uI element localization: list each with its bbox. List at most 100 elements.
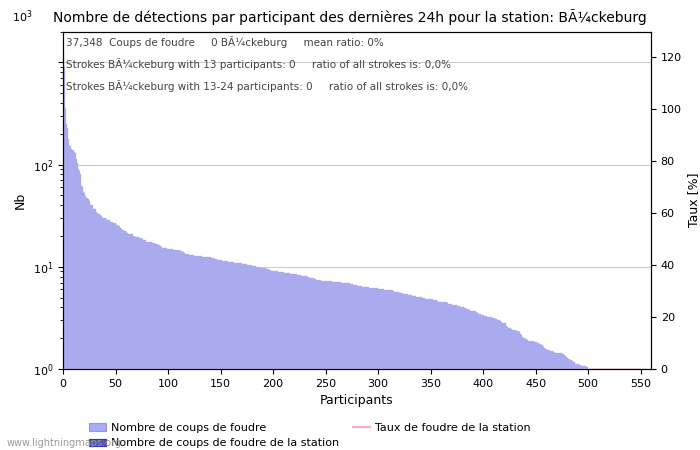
Bar: [438, 302, 439, 450]
Bar: [393, 292, 395, 450]
Bar: [615, 369, 617, 450]
Bar: [292, 274, 293, 450]
Bar: [455, 306, 456, 450]
Bar: [270, 270, 271, 450]
Bar: [217, 260, 218, 450]
Bar: [64, 67, 65, 450]
Bar: [564, 356, 565, 450]
Bar: [640, 369, 642, 450]
Bar: [137, 238, 139, 450]
Bar: [424, 298, 426, 450]
Bar: [586, 367, 587, 450]
Bar: [462, 307, 463, 450]
Bar: [168, 249, 169, 450]
Bar: [293, 274, 294, 450]
Bar: [441, 302, 442, 450]
Bar: [595, 369, 596, 450]
Bar: [95, 212, 97, 450]
Bar: [134, 236, 135, 450]
Bar: [76, 159, 77, 450]
Bar: [101, 216, 102, 450]
Bar: [439, 302, 440, 450]
Bar: [533, 342, 535, 450]
Bar: [120, 229, 122, 450]
Bar: [491, 318, 493, 450]
Bar: [521, 335, 522, 450]
Bar: [360, 286, 361, 450]
Bar: [412, 296, 413, 450]
Bar: [433, 300, 434, 450]
Bar: [410, 296, 412, 450]
Bar: [569, 359, 570, 450]
Bar: [515, 331, 517, 450]
Bar: [385, 290, 386, 450]
Bar: [223, 261, 224, 450]
Bar: [482, 315, 483, 450]
Bar: [189, 255, 190, 450]
Bar: [166, 248, 167, 450]
Bar: [85, 196, 86, 450]
Bar: [323, 281, 324, 450]
Bar: [272, 271, 273, 450]
Bar: [357, 286, 358, 450]
Bar: [86, 198, 88, 450]
Bar: [231, 262, 232, 450]
Bar: [212, 258, 213, 450]
Bar: [315, 279, 316, 450]
Bar: [252, 266, 253, 450]
Bar: [487, 317, 489, 450]
Bar: [367, 288, 368, 450]
Bar: [319, 280, 321, 450]
Bar: [548, 350, 550, 450]
Bar: [442, 302, 443, 450]
Bar: [309, 278, 311, 450]
Bar: [620, 369, 621, 450]
Y-axis label: Nb: Nb: [14, 192, 27, 209]
Bar: [571, 360, 573, 450]
Bar: [213, 258, 214, 450]
Bar: [249, 265, 250, 450]
Bar: [573, 362, 574, 450]
Bar: [413, 296, 414, 450]
Bar: [277, 271, 279, 450]
Bar: [526, 339, 527, 450]
Bar: [451, 304, 452, 450]
Bar: [629, 369, 630, 450]
Bar: [206, 257, 207, 450]
Bar: [128, 234, 129, 450]
Bar: [170, 249, 171, 450]
Legend: Nombre de coups de foudre, Nombre de coups de foudre de la station, Taux de foud: Nombre de coups de foudre, Nombre de cou…: [85, 418, 536, 450]
Bar: [399, 292, 400, 450]
Bar: [363, 287, 365, 450]
Bar: [538, 343, 539, 450]
Bar: [143, 239, 144, 450]
Bar: [113, 223, 115, 450]
Bar: [346, 283, 347, 450]
Bar: [581, 365, 582, 450]
Bar: [370, 288, 371, 450]
Bar: [328, 281, 329, 450]
Text: Nombre de détections par participant des dernières 24h pour la station: BÃ¼ckebu: Nombre de détections par participant des…: [53, 9, 647, 25]
Bar: [619, 369, 620, 450]
Bar: [74, 153, 76, 450]
Bar: [204, 257, 206, 450]
Bar: [144, 240, 145, 450]
Bar: [287, 273, 288, 450]
Bar: [431, 299, 433, 450]
Bar: [460, 307, 461, 450]
Bar: [355, 285, 356, 450]
Bar: [330, 281, 332, 450]
Bar: [251, 265, 252, 450]
Bar: [182, 252, 183, 450]
Bar: [610, 369, 611, 450]
Bar: [579, 365, 580, 450]
Bar: [621, 369, 622, 450]
Bar: [70, 146, 71, 450]
Bar: [628, 369, 629, 450]
Bar: [447, 303, 449, 450]
Bar: [313, 279, 314, 450]
Bar: [545, 349, 546, 450]
Bar: [466, 309, 468, 450]
Bar: [77, 163, 78, 450]
Bar: [305, 276, 307, 450]
